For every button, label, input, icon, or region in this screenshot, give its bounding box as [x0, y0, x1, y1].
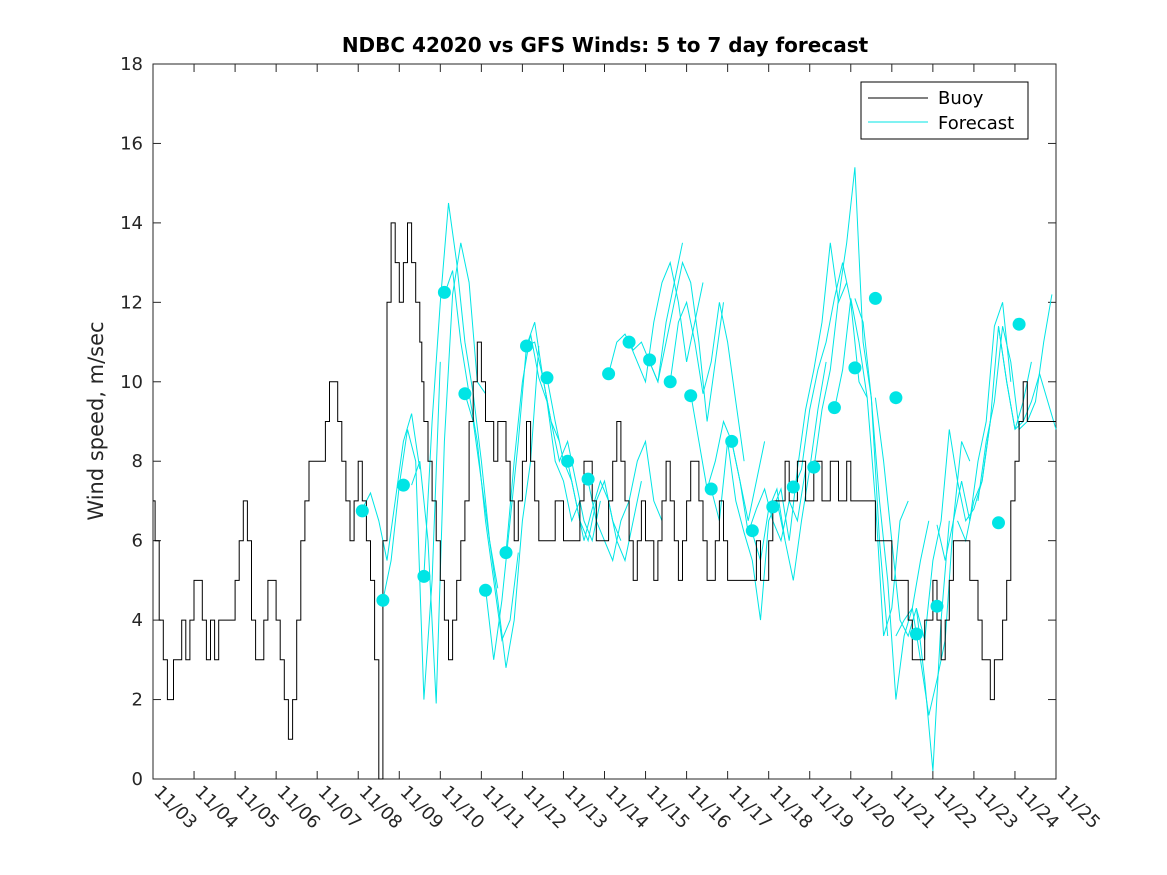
plot-frame	[152, 63, 1057, 780]
forecast-marker-20	[766, 500, 780, 514]
forecast-marker-11	[581, 472, 595, 486]
forecast-marker-22	[807, 460, 821, 474]
forecast-run-13	[628, 260, 704, 384]
forecast-marker-13	[622, 335, 636, 349]
forecast-marker-17	[704, 482, 718, 496]
y-tick-label: 2	[132, 690, 143, 711]
buoy-line	[153, 222, 1056, 780]
forecast-run-27	[915, 421, 991, 641]
forecast-marker-16	[684, 389, 698, 403]
y-tick-label: 12	[120, 292, 143, 313]
y-tick-label: 10	[120, 372, 143, 393]
forecast-run-24	[854, 298, 930, 700]
legend-buoy-label: Buoy	[938, 88, 984, 109]
y-tick-label: 4	[132, 610, 143, 631]
forecast-run-2	[411, 242, 486, 704]
y-axis-label: Wind speed, m/sec	[84, 321, 108, 520]
forecast-run-20	[772, 242, 848, 541]
forecast-marker-21	[786, 480, 800, 494]
forecast-run-19	[751, 361, 827, 581]
forecast-marker-12	[602, 367, 616, 381]
forecast-marker-7	[499, 546, 513, 560]
y-tick-label: 0	[132, 769, 143, 790]
forecast-run-5	[464, 345, 540, 668]
forecast-run-7	[505, 334, 581, 553]
forecast-run-11	[587, 439, 663, 563]
forecast-run-14	[649, 260, 724, 422]
forecast-marker-10	[561, 454, 575, 468]
forecast-run-8	[526, 341, 601, 543]
forecast-marker-15	[663, 375, 677, 389]
forecast-series	[361, 167, 1057, 772]
y-tick-label: 8	[132, 451, 143, 472]
forecast-run-22	[813, 167, 889, 637]
y-tick-label: 18	[120, 54, 143, 75]
forecast-run-29	[957, 326, 1032, 543]
forecast-marker-8	[520, 339, 533, 353]
forecast-marker-5	[458, 387, 472, 401]
forecast-marker-2	[396, 478, 410, 492]
buoy-series	[153, 222, 1056, 780]
forecast-markers	[355, 285, 1026, 641]
legend: Buoy Forecast	[860, 81, 1029, 140]
forecast-run-28	[936, 302, 1012, 561]
forecast-run-16	[690, 393, 766, 521]
forecast-marker-4	[437, 285, 451, 299]
plot-area: 02468101214161811/0311/0411/0511/0611/07…	[120, 54, 1104, 833]
y-tick-label: 14	[120, 213, 143, 234]
forecast-marker-6	[479, 583, 492, 597]
forecast-marker-14	[643, 353, 657, 367]
forecast-marker-23	[827, 401, 841, 415]
legend-box	[860, 81, 1029, 140]
forecast-marker-19	[745, 524, 759, 538]
forecast-marker-24	[848, 361, 862, 375]
y-tick-label: 16	[120, 133, 143, 154]
forecast-marker-28	[930, 599, 944, 613]
forecast-run-15	[669, 300, 745, 462]
forecast-marker-18	[725, 434, 739, 448]
legend-forecast-label: Forecast	[938, 113, 1014, 134]
chart-title: NDBC 42020 vs GFS Winds: 5 to 7 day fore…	[342, 33, 869, 57]
forecast-run-23	[833, 298, 909, 637]
forecast-run-12	[608, 242, 683, 384]
forecast-marker-30	[1012, 317, 1026, 331]
forecast-marker-27	[909, 627, 923, 641]
forecast-marker-0	[355, 504, 369, 518]
forecast-run-21	[792, 262, 868, 490]
forecast-run-3	[423, 202, 499, 589]
forecast-marker-29	[992, 516, 1005, 530]
forecast-marker-3	[417, 569, 431, 583]
forecast-marker-25	[868, 291, 882, 305]
forecast-marker-1	[376, 593, 390, 607]
forecast-marker-26	[889, 391, 903, 405]
forecast-marker-9	[540, 371, 554, 385]
y-tick-label: 6	[132, 531, 143, 552]
forecast-run-0	[361, 413, 421, 561]
forecast-run-30	[977, 294, 1053, 501]
